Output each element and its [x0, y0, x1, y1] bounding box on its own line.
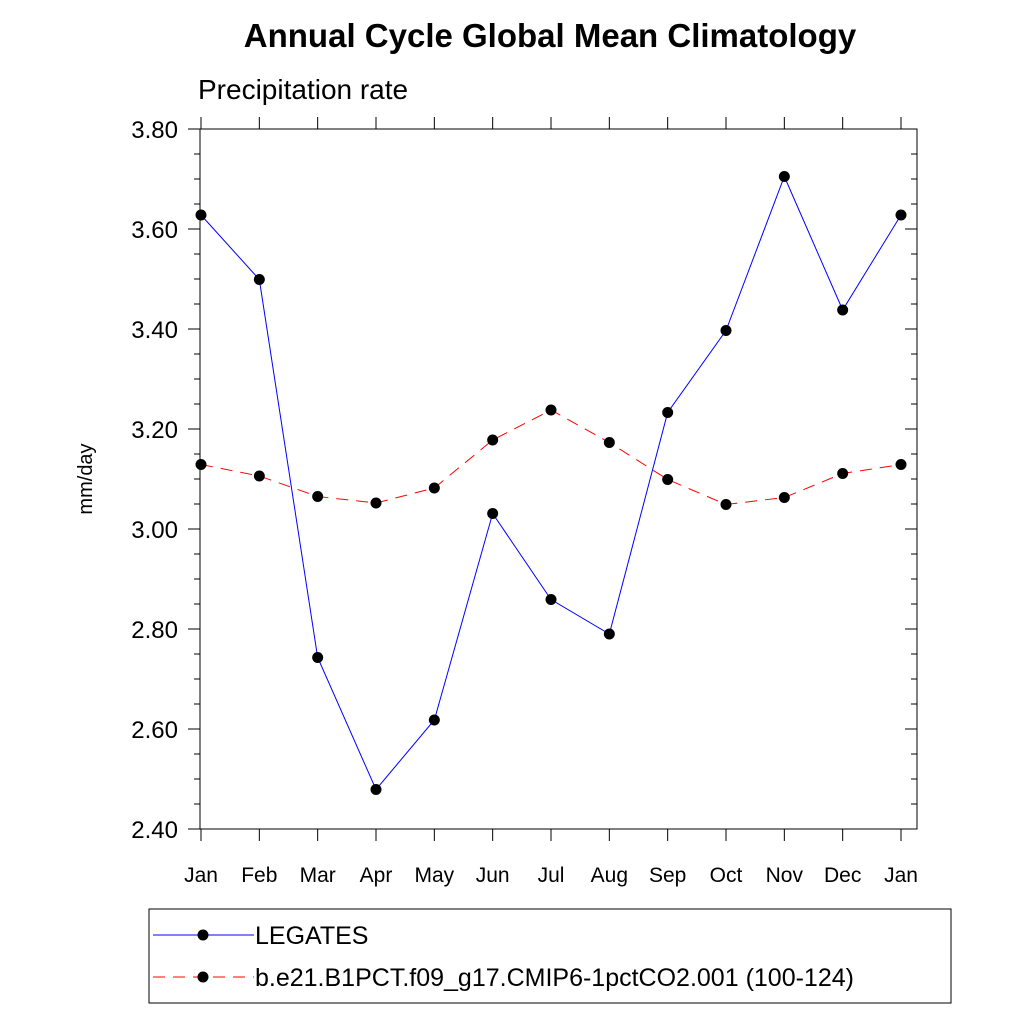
legend-label-legates: LEGATES: [255, 922, 368, 950]
series-0-point: [720, 325, 732, 336]
legend-marker-legates: [197, 929, 209, 941]
y-tick-label: 2.40: [131, 817, 178, 844]
series-0-point: [545, 594, 557, 605]
series-1-point: [545, 404, 557, 416]
y-tick-label: 3.80: [131, 117, 178, 144]
legend-box: [148, 908, 952, 1004]
series-0-point: [312, 652, 324, 663]
chart-subtitle: Precipitation rate: [198, 74, 408, 105]
series-1-point: [253, 470, 265, 482]
series-line-1: [200, 409, 902, 506]
x-tick-label: Oct: [710, 864, 743, 887]
x-tick-label: Sep: [649, 864, 686, 887]
x-tick-label: Jan: [184, 864, 218, 887]
x-tick-label: Feb: [241, 864, 277, 887]
y-tick-label: 3.40: [131, 317, 178, 344]
x-tick-label: Jan: [884, 864, 918, 887]
x-tick-label: Dec: [824, 864, 861, 887]
series-0-point: [603, 628, 615, 640]
y-axis-label: mm/day: [75, 443, 97, 514]
series-0-point: [895, 209, 907, 221]
series-1-point: [428, 482, 440, 494]
legend-label-model: b.e21.B1PCT.f09_g17.CMIP6-1pctCO2.001 (1…: [255, 964, 854, 992]
y-tick-labels: 2.40 2.60 2.80 3.00 3.20 3.40 3.60 3.80: [131, 117, 178, 844]
legend-marker-model: [197, 971, 209, 983]
x-tick-label: Aug: [591, 864, 628, 887]
series-1-point: [603, 437, 615, 448]
series-1-point: [662, 474, 674, 485]
series-line-0: [200, 175, 902, 791]
series-1-point: [370, 497, 382, 509]
x-tick-label: Apr: [360, 864, 393, 887]
series-0-point: [487, 508, 499, 519]
series-1-point: [895, 459, 907, 470]
legend: LEGATES b.e21.B1PCT.f09_g17.CMIP6-1pctCO…: [148, 908, 952, 1004]
y-tick-label: 2.60: [131, 717, 178, 744]
series-group: [195, 171, 907, 795]
y-tick-label: 3.20: [131, 417, 178, 444]
x-tick-labels: Jan Feb Mar Apr May Jun Jul Aug Sep Oct Nov Dec Jan: [184, 864, 918, 887]
x-tick-label: Nov: [766, 864, 804, 887]
x-tick-label: Jul: [538, 864, 565, 887]
series-1-point: [487, 434, 499, 446]
series-1-point: [778, 492, 790, 503]
series-1-point: [312, 491, 324, 502]
series-0-point: [837, 304, 849, 316]
y-tick-label: 2.80: [131, 617, 178, 644]
y-tick-label: 3.00: [131, 517, 178, 544]
series-0-point: [428, 714, 440, 726]
series-0-point: [662, 407, 674, 418]
series-0-point: [778, 171, 790, 182]
series-1-point: [720, 499, 732, 510]
series-0-point: [253, 274, 265, 285]
x-tick-label: May: [414, 864, 454, 887]
y-tick-label: 3.60: [131, 217, 178, 244]
series-1-point: [837, 468, 849, 479]
x-tick-label: Jun: [476, 864, 510, 887]
x-tick-label: Mar: [300, 864, 336, 887]
series-0-point: [370, 784, 382, 795]
chart-title: Annual Cycle Global Mean Climatology: [244, 17, 857, 54]
axis-ticks: [188, 117, 917, 841]
series-1-point: [195, 459, 207, 470]
series-0-point: [195, 209, 207, 221]
